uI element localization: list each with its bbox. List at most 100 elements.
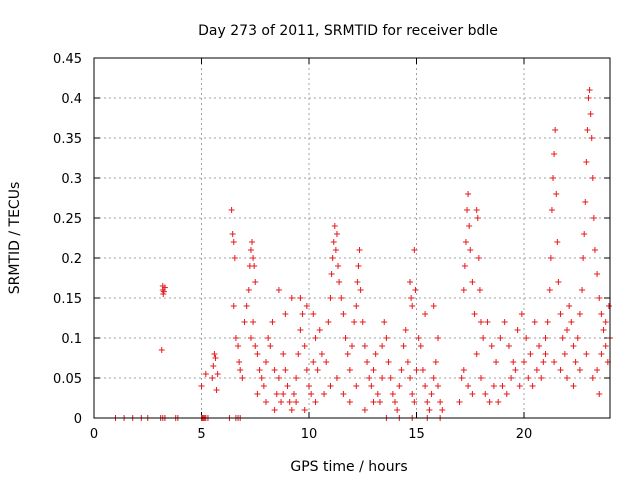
data-point (310, 359, 317, 365)
data-point (561, 351, 568, 357)
data-point (158, 347, 165, 353)
data-point (576, 311, 583, 317)
data-point (512, 367, 519, 373)
data-point (316, 327, 323, 333)
data-point (247, 335, 254, 341)
data-point (579, 287, 586, 293)
data-point (325, 319, 332, 325)
x-axis-label: GPS time / hours (290, 459, 407, 475)
data-point (435, 335, 441, 341)
data-point (596, 391, 603, 397)
data-point (554, 239, 561, 245)
data-point (413, 367, 420, 373)
data-point (250, 255, 257, 261)
data-point (284, 383, 291, 389)
data-point (497, 335, 504, 341)
data-point (415, 335, 422, 341)
data-point (458, 375, 465, 381)
data-point (589, 175, 596, 181)
data-point (344, 351, 351, 357)
data-point (392, 399, 398, 405)
data-point (237, 367, 244, 373)
data-point (258, 375, 265, 381)
data-point (602, 343, 609, 349)
data-point (338, 295, 345, 301)
data-point (303, 367, 310, 373)
data-point (426, 407, 433, 413)
data-point (465, 383, 472, 389)
data-point (508, 375, 515, 381)
data-point (523, 335, 530, 341)
data-point (250, 319, 257, 325)
data-point (478, 319, 484, 325)
data-point (297, 295, 304, 301)
data-point (340, 391, 347, 397)
data-point (379, 375, 386, 381)
data-point (254, 391, 261, 397)
data-point (340, 311, 347, 317)
data-point (572, 359, 579, 365)
data-point (209, 375, 216, 381)
data-point (428, 391, 435, 397)
data-point (400, 343, 407, 349)
data-point (430, 303, 437, 309)
data-point (536, 343, 543, 349)
data-point (589, 375, 596, 381)
data-point (411, 399, 418, 405)
data-point (332, 247, 339, 253)
data-point (398, 367, 405, 373)
data-point (212, 355, 219, 361)
data-point (389, 391, 396, 397)
data-point (469, 391, 476, 397)
data-point (552, 127, 559, 133)
y-tick-label: 0.35 (53, 132, 82, 147)
data-point (503, 391, 510, 397)
data-point (290, 391, 297, 397)
data-point (456, 399, 463, 405)
data-point (263, 359, 269, 365)
data-point (293, 375, 300, 381)
data-point (247, 247, 254, 253)
data-point (288, 407, 295, 413)
data-point (387, 375, 394, 381)
data-point (402, 327, 409, 333)
data-point (160, 291, 167, 297)
x-tick-label: 20 (516, 427, 533, 442)
data-point (437, 399, 444, 405)
data-point (430, 375, 437, 381)
data-point (499, 383, 506, 389)
y-tick-label: 0.15 (53, 292, 82, 307)
data-point (202, 371, 209, 377)
data-point (376, 399, 383, 405)
data-point (557, 311, 564, 317)
data-point (495, 399, 502, 405)
data-point (574, 335, 581, 341)
data-point (327, 295, 334, 301)
data-point (249, 239, 256, 245)
data-point (439, 407, 446, 413)
data-point (288, 295, 295, 301)
data-point (342, 335, 349, 341)
data-point (581, 231, 588, 237)
data-point (419, 367, 426, 373)
data-point (252, 279, 259, 285)
data-point (254, 351, 261, 357)
data-point (408, 295, 415, 301)
y-tick-label: 0.4 (61, 92, 82, 107)
data-point (409, 303, 416, 309)
axis-tick-labels: 0 5 10 15 20 0 0.05 0.1 0.15 0.2 0.25 0.3 0.35 0.4 0.4… (53, 52, 532, 442)
data-point (476, 287, 483, 293)
data-point (235, 343, 242, 349)
data-point (557, 367, 564, 373)
data-point (198, 383, 205, 389)
data-point (480, 335, 487, 341)
data-point (252, 343, 259, 349)
data-point (243, 303, 250, 309)
data-point (280, 391, 287, 397)
data-point (351, 319, 358, 325)
data-point (353, 303, 360, 309)
data-point (471, 311, 478, 317)
data-point (383, 335, 390, 341)
data-point (370, 399, 377, 405)
